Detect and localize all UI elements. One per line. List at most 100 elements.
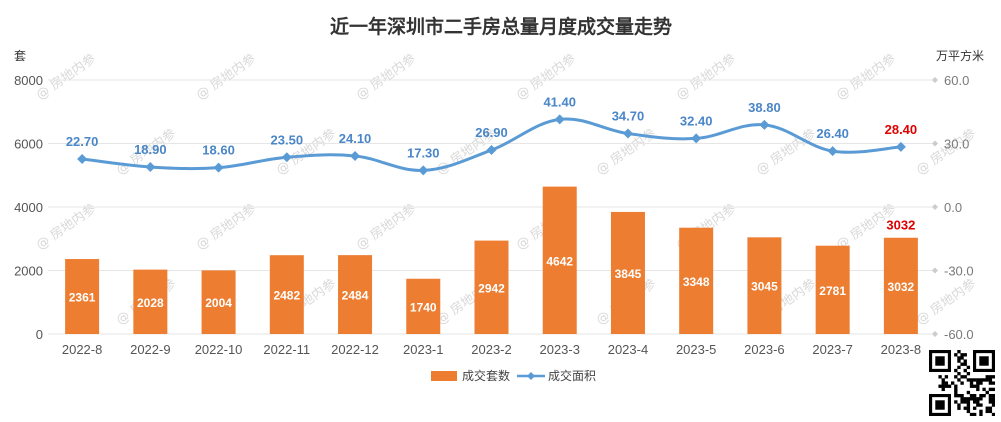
y-right-tick-label: 30.0: [944, 137, 969, 152]
watermark-text: @ 房地内参: [753, 126, 819, 179]
line-point-2023-4: [622, 128, 633, 139]
x-tick-label: 2023-3: [539, 342, 579, 357]
watermark-text: @ 房地内参: [913, 276, 979, 329]
bar-highlight-label: 3032: [886, 218, 915, 233]
line-series: [77, 114, 906, 176]
line-value-label: 34.70: [612, 109, 645, 124]
bar-2023-3: [542, 186, 577, 334]
bar-2022-10: [201, 270, 236, 334]
x-tick-label: 2023-2: [471, 342, 511, 357]
x-tick-label: 2023-7: [812, 342, 852, 357]
x-tick-label: 2022-11: [263, 342, 310, 357]
line-value-label: 22.70: [66, 134, 99, 149]
bar-value-label: 2781: [819, 284, 846, 298]
line-point-2022-9: [145, 161, 156, 172]
bar-series: [65, 186, 918, 334]
y-right-tick-label: -60.0: [944, 327, 974, 342]
bar-value-label: 2361: [69, 291, 96, 305]
y-left-tick-label: 4000: [14, 200, 43, 215]
line-value-label: 18.90: [134, 142, 167, 157]
y-right-tick-marker: [932, 140, 938, 147]
bar-value-label: 2482: [273, 289, 300, 303]
y-left-tick-label: 8000: [14, 73, 43, 88]
bar-value-label: 3032: [888, 280, 915, 294]
line-value-label: 28.40: [885, 122, 918, 137]
bar-2023-1: [406, 278, 441, 334]
bar-2023-7: [815, 245, 850, 334]
line-point-2022-11: [281, 152, 292, 163]
y-right-tick-marker: [932, 267, 938, 274]
legend-bar-label: 成交套数: [462, 368, 510, 383]
line-value-label: 26.40: [816, 126, 849, 141]
bar-2022-9: [133, 269, 168, 334]
x-tick-label: 2023-1: [403, 342, 443, 357]
x-tick-label: 2023-4: [608, 342, 648, 357]
line-point-2023-8: [895, 141, 906, 152]
bar-value-label: 3348: [683, 275, 710, 289]
legend-bar-swatch: [431, 371, 457, 381]
line-value-label: 18.60: [202, 143, 235, 158]
line-value-label: 23.50: [271, 132, 304, 147]
legend-line-label: 成交面积: [548, 368, 596, 383]
bar-value-label: 2942: [478, 281, 505, 295]
bar-2023-6: [747, 237, 782, 334]
bar-value-label: 3045: [751, 280, 778, 294]
x-tick-label: 2022-10: [195, 342, 243, 357]
x-axis-ticks: 2022-8 2022-9 2022-10 2022-11 2022-12 2023-1 2…: [62, 342, 921, 357]
line-value-label: 24.10: [339, 131, 372, 146]
chart-title: 近一年深圳市二手房总量月度成交量走势: [330, 15, 672, 38]
line-value-label: 38.80: [748, 100, 781, 115]
y-left-tick-label: 0: [36, 327, 43, 342]
y-left-tick-label: 2000: [14, 264, 43, 279]
y-left-tick-label: 6000: [14, 137, 43, 152]
bar-2023-4: [610, 211, 645, 334]
line-point-2022-12: [350, 150, 361, 161]
bar-value-label: 4642: [546, 254, 573, 268]
watermark-text: @ 房地内参: [193, 201, 259, 254]
y-right-tick-marker: [932, 77, 938, 83]
qr-code: [929, 350, 995, 416]
bar-value-label: 3845: [615, 267, 642, 281]
line-point-2023-6: [759, 119, 770, 130]
x-tick-label: 2022-9: [130, 342, 170, 357]
watermark-text: @ 房地内参: [673, 51, 739, 104]
bar-2022-12: [338, 255, 373, 334]
line-value-label: 26.90: [475, 125, 508, 140]
bar-2023-2: [474, 240, 509, 334]
y-right-tick-label: 0.0: [944, 200, 962, 215]
y-right-tick-label: 60.0: [944, 73, 969, 88]
x-tick-label: 2023-5: [676, 342, 716, 357]
line-value-label: 32.40: [680, 113, 713, 128]
bar-2022-8: [65, 259, 100, 334]
line-value-label: 41.40: [543, 94, 576, 109]
line-value-label: 17.30: [407, 145, 440, 160]
y-right-tick-marker: [932, 204, 938, 210]
bar-2023-5: [679, 227, 714, 334]
line-point-2023-7: [827, 146, 838, 157]
x-tick-label: 2022-12: [331, 342, 379, 357]
watermark-text: @ 房地内参: [193, 51, 259, 104]
line-point-2023-2: [486, 145, 497, 156]
legend-line-marker: [527, 372, 535, 380]
line-point-2022-8: [77, 153, 88, 164]
line-point-2023-5: [691, 133, 702, 144]
bar-data-labels: 2361 2028 2004 2482 2484 1740 2942 4642 3845 3348…: [69, 218, 916, 315]
bar-2022-11: [269, 255, 304, 334]
line-point-2022-10: [213, 162, 224, 173]
line-point-2023-1: [418, 165, 429, 176]
line-point-2023-3: [554, 114, 565, 125]
bar-2023-8: [883, 237, 918, 334]
x-tick-label: 2023-6: [744, 342, 784, 357]
watermark-text: @ 房地内参: [353, 201, 419, 254]
right-axis-ticks: -60.0 -30.0 0.0 30.0 60.0: [932, 73, 974, 342]
bar-value-label: 2484: [342, 289, 369, 303]
bar-value-label: 2004: [205, 296, 232, 310]
line-data-labels: 22.70 18.90 18.60 23.50 24.10 17.30 26.90 41.40…: [66, 94, 917, 160]
y-right-tick-label: -30.0: [944, 264, 974, 279]
right-axis-unit: 万平方米: [936, 48, 984, 63]
left-axis-unit: 套: [14, 49, 26, 63]
legend: 成交套数 成交面积: [431, 368, 596, 383]
watermark-text: @ 房地内参: [833, 51, 899, 104]
watermark-text: @ 房地内参: [353, 51, 419, 104]
bar-value-label: 2028: [137, 296, 164, 310]
